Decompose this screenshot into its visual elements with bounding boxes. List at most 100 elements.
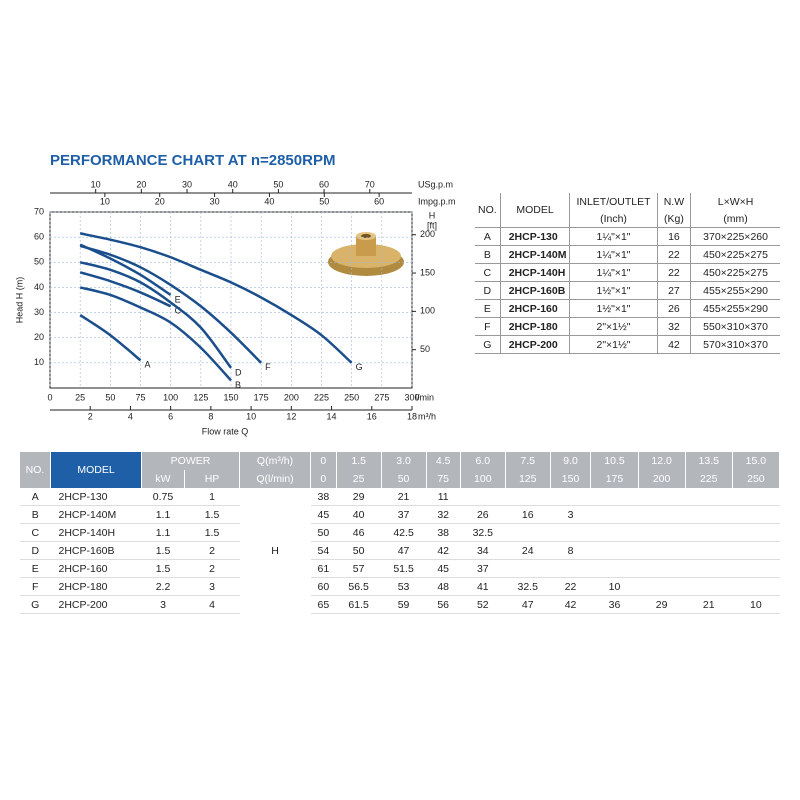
cell [638, 488, 686, 506]
x-tick-label: 25 [75, 392, 85, 402]
x2-unit: m³/h [418, 411, 436, 421]
cell: 455×255×290 [690, 281, 780, 300]
header-unit: (Kg) [656, 210, 691, 228]
top-tick-label: 30 [210, 196, 220, 206]
cell: 46 [336, 523, 382, 542]
cell: F [475, 317, 501, 336]
cell: B [20, 505, 51, 524]
row: NO. MODEL POWER Q(m³/h) 0 1.5 3.0 4.5 6.0 7.5 9.0 1… [20, 452, 781, 488]
x-tick-label: 250 [344, 392, 359, 402]
row: C 2HCP-140H 1.1 1.5 50 46 42.5 38 32.5 [20, 523, 780, 542]
cell: 47 [505, 595, 551, 614]
cell: 2HCP-160B [50, 541, 142, 560]
x2-tick-label: 18 [407, 411, 417, 421]
cell [590, 559, 639, 578]
cell: 32 [426, 505, 461, 524]
y2-title: H [429, 210, 436, 220]
cell [685, 488, 733, 506]
header-cell: 100 [460, 470, 506, 488]
cell: 52 [460, 595, 506, 614]
header-cell: HP [184, 470, 240, 488]
cell: B [475, 245, 501, 264]
cell: 2HCP-200 [50, 595, 142, 614]
cell: 59 [381, 595, 427, 614]
header-cell: INLET/OUTLET [569, 193, 658, 210]
cell: 56 [426, 595, 461, 614]
cell [638, 541, 686, 560]
cell: 2HCP-140M [50, 505, 142, 524]
header-cell: MODEL [499, 193, 570, 228]
cell: E [20, 559, 51, 578]
cell: 29 [336, 488, 382, 506]
top-tick-label: 10 [100, 196, 110, 206]
cell: 1.5 [184, 505, 240, 524]
cell: C [475, 263, 501, 282]
cell [505, 488, 551, 506]
row: F 2HCP-180 2.2 3 60 56.5 53 48 41 32.5 22 10 [20, 577, 780, 596]
cell: 34 [460, 541, 506, 560]
x-tick-label: 100 [163, 392, 178, 402]
cell: 42 [550, 595, 591, 614]
cell: 21 [685, 595, 733, 614]
cell [685, 523, 733, 542]
x-axis-label: Flow rate Q [202, 426, 249, 436]
x2-tick-label: 4 [128, 411, 133, 421]
header-cell: Q(m³/h) [239, 452, 311, 470]
cell: 570×310×370 [690, 335, 780, 354]
curve [79, 286, 232, 382]
row: D 2HCP-160B 1.5 2 54 50 47 42 34 24 8 [20, 541, 780, 560]
cell [638, 559, 686, 578]
cell: 24 [505, 541, 551, 560]
row: NO. MODEL INLET/OUTLET N.W L×W×H [475, 193, 780, 228]
cell: 61 [310, 559, 337, 578]
cell: 56.5 [336, 577, 382, 596]
row: A 2HCP-130 0.75 1 H 38 29 21 11 [20, 488, 780, 557]
top-tick-label: 10 [91, 179, 101, 189]
top-tick-label: 20 [155, 196, 165, 206]
cell: 47 [381, 541, 427, 560]
cell: 54 [310, 541, 337, 560]
cell [590, 488, 639, 506]
header-cell: Q(l/min) [239, 470, 311, 488]
x2-tick-label: 10 [246, 411, 256, 421]
cell [550, 488, 591, 506]
chart-title: PERFORMANCE CHART AT n=2850RPM [50, 152, 335, 169]
header-cell: 150 [550, 470, 592, 488]
cell: 36 [590, 595, 639, 614]
cell: 2HCP-140M [499, 245, 570, 264]
header-cell: 10.5 [590, 452, 639, 470]
curve [79, 314, 142, 362]
cell [638, 577, 686, 596]
header-cell: 15.0 [732, 452, 781, 470]
top-tick-label: 70 [365, 179, 375, 189]
cell: 1½"×1" [569, 299, 658, 318]
row: A 2HCP-130 1¼"×1" 16 370×225×260 [475, 227, 780, 246]
y-tick-label: 50 [34, 257, 44, 267]
model-table: NO. MODEL INLET/OUTLET N.W L×W×H (Inch) (Kg) (m… [475, 193, 780, 354]
y2-tick-label: 50 [420, 344, 430, 354]
y2-tick-label: 100 [420, 306, 435, 316]
cell: 2.2 [141, 577, 185, 596]
header-cell: 0 [310, 470, 337, 488]
x-tick-label: 0 [47, 392, 52, 402]
row: G 2HCP-200 3 4 65 61.5 59 56 52 47 42 36 29 21 10 [20, 595, 780, 614]
cell: 22 [656, 245, 691, 264]
cell [732, 541, 780, 560]
curve-label: A [145, 360, 151, 370]
cell: 50 [336, 541, 382, 560]
cell [685, 559, 733, 578]
cell: 16 [656, 227, 691, 246]
cell: 16 [505, 505, 551, 524]
cell: G [475, 335, 501, 354]
header-cell: 75 [426, 470, 461, 488]
x-unit: l/min [415, 392, 434, 402]
cell: 29 [638, 595, 686, 614]
cell: 1¼"×1" [569, 263, 658, 282]
row: (Inch) (Kg) (mm) [475, 210, 780, 228]
cell: 450×225×275 [690, 245, 780, 264]
cell: 2HCP-130 [499, 227, 570, 246]
header-cell: N.W [656, 193, 691, 210]
header-cell: NO. [475, 193, 501, 228]
